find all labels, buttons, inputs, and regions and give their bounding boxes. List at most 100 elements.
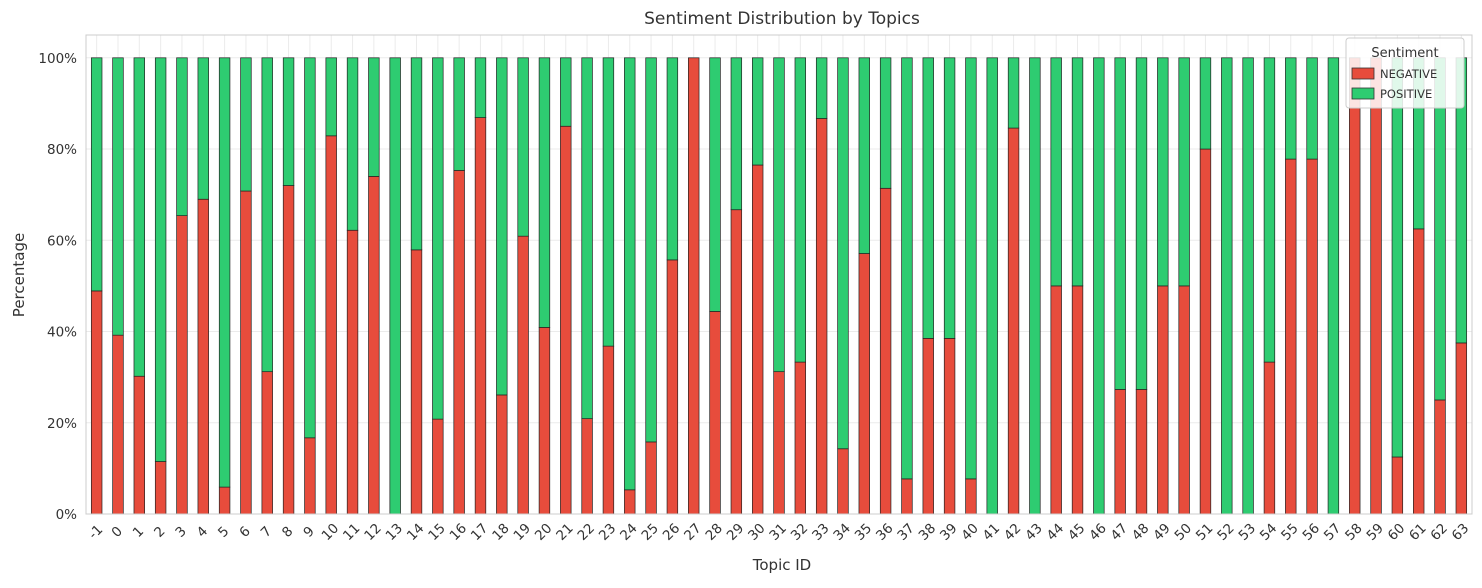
x-tick-label: 9	[300, 523, 317, 540]
bar-negative-24	[624, 489, 636, 515]
bar-positive-29	[730, 57, 743, 211]
bar-positive-33	[815, 57, 828, 119]
x-tick-label: 46	[1086, 520, 1109, 543]
bar-negative-59	[1370, 57, 1382, 515]
bar-positive-3	[176, 57, 188, 217]
bar-negative-44	[1050, 285, 1062, 515]
bar-negative-50	[1178, 285, 1190, 515]
bar-positive--1	[90, 57, 103, 292]
bar-positive-41	[986, 57, 998, 515]
x-tick-label: 14	[404, 520, 427, 543]
bar-positive-12	[368, 57, 380, 177]
bar-negative-25	[645, 441, 657, 515]
plot-frame	[85, 34, 1473, 515]
x-tick-label: 12	[361, 520, 384, 543]
bar-negative-48	[1135, 389, 1148, 515]
bar-negative-14	[410, 249, 423, 515]
bar-negative-1	[133, 375, 145, 515]
bar-positive-8	[282, 57, 295, 186]
bar-negative-60	[1391, 456, 1404, 515]
x-tick-label: 10	[319, 520, 342, 543]
x-tick-label: 0	[108, 523, 125, 540]
bar-positive-7	[261, 57, 273, 373]
x-tick-label: 17	[468, 520, 491, 543]
x-tick-label: 8	[279, 523, 296, 540]
bar-positive-39	[943, 57, 956, 339]
x-tick-label: -1	[85, 522, 106, 543]
bar-negative-3	[176, 215, 188, 515]
bar-negative-42	[1007, 127, 1020, 515]
bar-positive-20	[538, 57, 551, 328]
bar-negative-38	[922, 338, 934, 515]
bar-negative-27	[688, 57, 700, 515]
bar-negative-31	[773, 371, 785, 515]
x-tick-label: 34	[830, 520, 853, 543]
bar-positive-40	[965, 57, 977, 480]
x-tick-label: 41	[980, 520, 1003, 543]
x-tick-label: 22	[575, 520, 598, 543]
x-tick-label: 36	[873, 520, 896, 543]
bar-positive-13	[389, 57, 401, 515]
x-tick-label: 11	[340, 520, 363, 543]
bar-negative-11	[346, 229, 359, 515]
x-tick-label: 54	[1257, 520, 1280, 543]
x-axis-label: Topic ID	[752, 556, 811, 574]
x-tick-label: 6	[236, 523, 253, 540]
x-tick-label: 2	[151, 523, 168, 540]
x-tick-label: 5	[215, 523, 232, 540]
bar-positive-43	[1029, 57, 1041, 515]
x-tick-label: 30	[745, 520, 768, 543]
bar-negative-35	[858, 253, 870, 515]
x-tick-label: 47	[1108, 520, 1131, 543]
legend-swatch-negative	[1351, 67, 1375, 80]
bar-positive-4	[197, 57, 209, 200]
x-tick-label: 21	[553, 520, 576, 543]
x-tick-label: 24	[617, 520, 640, 543]
bar-negative-18	[496, 394, 508, 515]
x-tick-label: 45	[1065, 520, 1088, 543]
bar-positive-23	[602, 57, 615, 347]
x-tick-label: 44	[1044, 520, 1067, 543]
bar-positive-10	[325, 57, 337, 137]
bar-positive-6	[240, 57, 252, 192]
legend-frame	[1345, 37, 1465, 109]
x-tick-label: 52	[1214, 520, 1237, 543]
chart-title: Sentiment Distribution by Topics	[644, 9, 920, 29]
bar-negative-17	[474, 117, 487, 515]
legend-swatch-positive	[1351, 87, 1375, 100]
x-tick-label: 25	[638, 520, 661, 543]
bar-negative-5	[218, 486, 231, 515]
x-tick-label: 61	[1406, 520, 1429, 543]
bar-negative-0	[112, 334, 124, 515]
bar-negative-51	[1199, 148, 1212, 515]
x-tick-label: 13	[383, 520, 406, 543]
bar-negative-26	[666, 259, 679, 515]
bar-positive-35	[858, 57, 870, 254]
x-tick-label: 29	[724, 520, 747, 543]
bar-negative-54	[1263, 361, 1276, 515]
bar-negative-49	[1157, 285, 1169, 515]
bar-positive-14	[410, 57, 423, 251]
bar-positive-31	[773, 57, 785, 373]
x-tick-label: 58	[1342, 520, 1365, 543]
bar-positive-5	[218, 57, 231, 488]
x-tick-label: 35	[852, 520, 875, 543]
bar-positive-37	[901, 57, 913, 480]
bar-negative-23	[602, 345, 615, 515]
bar-negative-29	[730, 209, 743, 515]
bar-positive-34	[837, 57, 849, 450]
bar-negative-62	[1434, 399, 1446, 515]
x-tick-label: 26	[660, 520, 683, 543]
bar-negative-61	[1413, 228, 1425, 515]
bar-positive-30	[751, 57, 764, 166]
x-tick-label: 51	[1193, 520, 1216, 543]
bar-positive-57	[1327, 57, 1340, 515]
x-tick-label: 60	[1385, 520, 1408, 543]
x-tick-label: 23	[596, 520, 619, 543]
bar-positive-60	[1391, 57, 1404, 458]
x-tick-label: 59	[1363, 520, 1386, 543]
bar-positive-54	[1263, 57, 1276, 363]
x-tick-label: 56	[1300, 520, 1323, 543]
bar-negative-47	[1114, 389, 1126, 515]
